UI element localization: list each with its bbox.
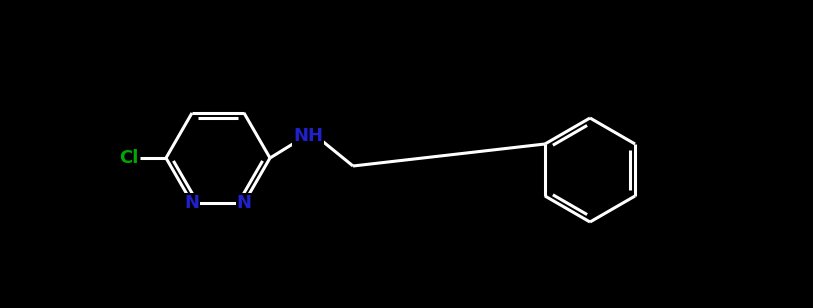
Text: Cl: Cl bbox=[120, 149, 139, 167]
Text: N: N bbox=[237, 194, 251, 212]
Text: NH: NH bbox=[293, 127, 323, 145]
Text: N: N bbox=[185, 194, 199, 212]
